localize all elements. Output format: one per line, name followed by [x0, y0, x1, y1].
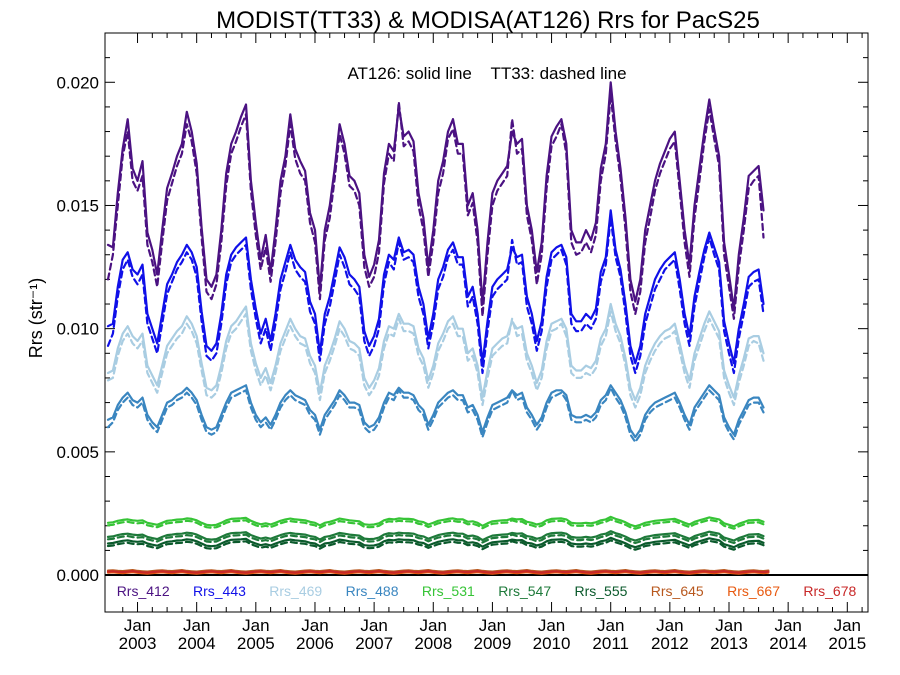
x-tick-label-year: 2012 [651, 634, 689, 653]
legend-item-rrs-555: Rrs_555 [574, 583, 627, 599]
plot-frame [104, 32, 869, 613]
series-line-rrs-531 [106, 515, 765, 528]
x-tick-label-month: Jan [124, 616, 151, 635]
legend-item-rrs-488: Rrs_488 [346, 583, 399, 599]
y-tick-label: 0.005 [56, 443, 99, 462]
series-line-rrs-547-tt33 [106, 532, 765, 545]
series-line-rrs-469-tt33 [106, 310, 765, 409]
x-tick-label-year: 2008 [414, 634, 452, 653]
legend-item-rrs-531: Rrs_531 [422, 583, 475, 599]
x-tick-label-year: 2004 [178, 634, 216, 653]
x-tick-label-month: Jan [242, 616, 269, 635]
legend-item-rrs-547: Rrs_547 [498, 583, 551, 599]
x-tick-label-year: 2015 [828, 634, 866, 653]
chart-title: MODIST(TT33) & MODISA(AT126) Rrs for Pac… [216, 7, 760, 34]
x-tick-label-month: Jan [301, 616, 328, 635]
x-tick-label-year: 2010 [533, 634, 571, 653]
x-tick-label-year: 2009 [474, 634, 512, 653]
series-line-rrs-412-tt33 [106, 93, 765, 320]
x-tick-label-month: Jan [834, 616, 861, 635]
x-tick-label-month: Jan [538, 616, 565, 635]
x-tick-label-year: 2006 [296, 634, 334, 653]
y-tick-label: 0.000 [56, 566, 99, 585]
series-line-rrs-469 [106, 302, 765, 402]
series-line-rrs-531-tt33 [106, 518, 765, 530]
legend-item-rrs-667: Rrs_667 [727, 583, 780, 599]
legend-item-rrs-678: Rrs_678 [803, 583, 856, 599]
x-tick-label-month: Jan [597, 616, 624, 635]
series-line-rrs-555 [106, 536, 765, 549]
x-tick-label-year: 2013 [710, 634, 748, 653]
y-tick-label: 0.015 [56, 196, 99, 215]
legend-item-rrs-412: Rrs_412 [117, 583, 170, 599]
series-group [106, 81, 770, 575]
x-tick-label-month: Jan [656, 616, 683, 635]
x-tick-label-month: Jan [360, 616, 387, 635]
series-line-rrs-488 [106, 384, 765, 439]
legend-item-rrs-443: Rrs_443 [193, 583, 246, 599]
series-line-rrs-547 [106, 530, 765, 542]
series-line-rrs-443-tt33 [106, 216, 765, 375]
legend-item-rrs-469: Rrs_469 [269, 583, 322, 599]
series-line-rrs-443 [106, 209, 765, 365]
x-tick-label-year: 2005 [237, 634, 275, 653]
x-tick-label-year: 2014 [769, 634, 807, 653]
line-style-annotation: AT126: solid line TT33: dashed line [347, 64, 626, 83]
x-tick-label-month: Jan [479, 616, 506, 635]
series-line-rrs-555-tt33 [106, 539, 765, 551]
x-tick-label-year: 2011 [592, 634, 629, 653]
y-tick-label: 0.010 [56, 320, 99, 339]
y-tick-label: 0.020 [56, 73, 99, 92]
y-axis-label: Rrs (str⁻¹) [26, 278, 46, 358]
x-tick-label-year: 2007 [355, 634, 393, 653]
series-line-rrs-678 [106, 569, 770, 574]
series-line-rrs-412 [106, 81, 765, 310]
plot-area: 0.0000.0050.0100.0150.020Jan2003Jan2004J… [56, 32, 869, 653]
x-tick-label-month: Jan [774, 616, 801, 635]
x-tick-label-month: Jan [420, 616, 447, 635]
series-line-rrs-488-tt33 [106, 386, 765, 444]
x-tick-label-month: Jan [715, 616, 742, 635]
x-tick-label-month: Jan [183, 616, 210, 635]
x-tick-label-year: 2003 [119, 634, 157, 653]
legend-item-rrs-645: Rrs_645 [651, 583, 704, 599]
